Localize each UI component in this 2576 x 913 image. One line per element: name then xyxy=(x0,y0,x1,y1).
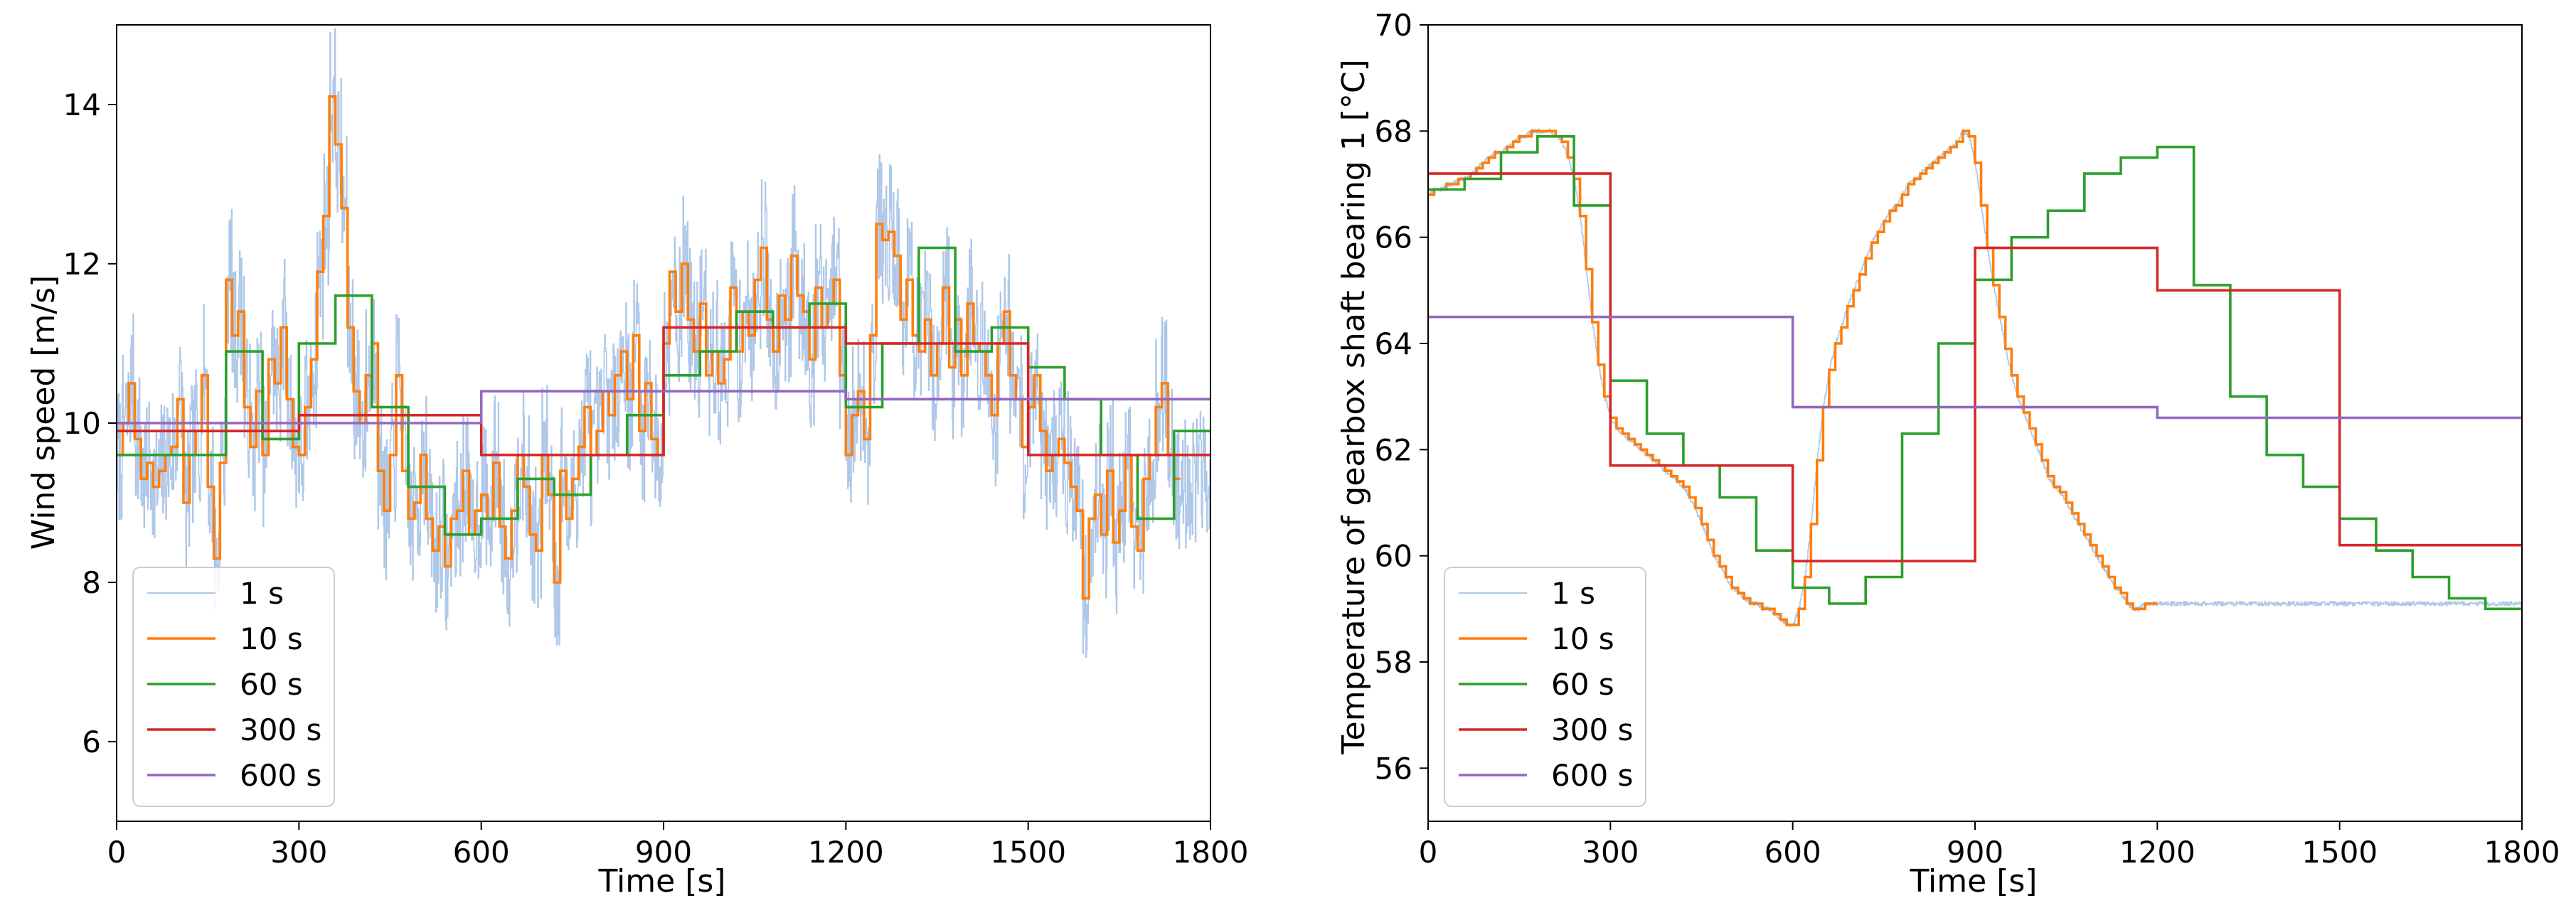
gearbox-temperature-legend-label: 300 s xyxy=(1551,712,1633,747)
wind-speed-x-tick-label: 300 xyxy=(270,835,327,870)
wind-speed-legend-items: 1 s 10 s 60 s 300 s 600 s xyxy=(147,576,321,793)
gearbox-temperature-y-axis-label: Temperature of gearbox shaft bearing 1 [… xyxy=(1336,59,1372,755)
wind-speed-y-tick-label: 6 xyxy=(82,725,101,759)
gearbox-temperature-x-axis-label: Time [s] xyxy=(1910,863,2038,899)
wind-speed-legend-label: 1 s xyxy=(240,576,284,611)
wind-speed-y-tick-label: 12 xyxy=(63,247,101,282)
gearbox-temperature-axes: 0 300 600 900 1200 1500 1800 56 58 60 62 64 66 68 70 xyxy=(1375,8,2560,870)
gearbox-temperature-series-10s xyxy=(1428,129,2158,626)
gearbox-temperature-x-tick-label: 0 xyxy=(1419,835,1438,870)
wind-speed-x-tick-label: 600 xyxy=(453,835,510,870)
wind-speed-legend-label: 300 s xyxy=(240,712,321,747)
wind-speed-y-tick-label: 14 xyxy=(63,87,101,122)
wind-speed-x-tick-label: 1500 xyxy=(990,835,1066,870)
wind-speed-x-tick-label: 1200 xyxy=(808,835,884,870)
gearbox-temperature-y-tick-label: 64 xyxy=(1375,326,1412,361)
gearbox-temperature-legend-label: 1 s xyxy=(1551,576,1595,611)
wind-speed-y-tick-label: 8 xyxy=(82,565,101,600)
gearbox-temperature-y-tick-label: 56 xyxy=(1375,751,1412,786)
gearbox-temperature-y-tick-label: 62 xyxy=(1375,432,1412,467)
gearbox-temperature-legend-items: 1 s 10 s 60 s 300 s 600 s xyxy=(1459,576,1633,793)
gearbox-temperature-y-tick-label: 60 xyxy=(1375,539,1412,574)
wind-speed-y-tick-label: 10 xyxy=(63,406,101,441)
gearbox-temperature-x-tick-label: 900 xyxy=(1947,835,2003,870)
gearbox-temperature-series-300s xyxy=(1428,172,2522,562)
gearbox-temperature-legend-label: 600 s xyxy=(1551,758,1633,793)
gearbox-temperature-x-tick-label: 600 xyxy=(1765,835,1821,870)
wind-speed-legend-label: 10 s xyxy=(240,621,303,656)
gearbox-temperature-legend-label: 60 s xyxy=(1551,667,1614,702)
gearbox-temperature-chart: 0 300 600 900 1200 1500 1800 56 58 60 62 64 66 68 70 T… xyxy=(1336,8,2560,899)
wind-speed-series-600s xyxy=(117,390,1210,425)
wind-speed-x-tick-label: 900 xyxy=(635,835,692,870)
wind-speed-legend-label: 60 s xyxy=(240,667,303,702)
wind-speed-x-tick-label: 1800 xyxy=(1173,835,1249,870)
gearbox-temperature-series-600s xyxy=(1428,315,2522,420)
gearbox-temperature-x-tick-label: 1200 xyxy=(2119,835,2196,870)
gearbox-temperature-x-tick-label: 1500 xyxy=(2301,835,2378,870)
wind-speed-y-axis-label: Wind speed [m/s] xyxy=(26,275,62,550)
gearbox-temperature-x-tick-label: 300 xyxy=(1582,835,1639,870)
gearbox-temperature-y-tick-label: 70 xyxy=(1375,8,1412,43)
wind-speed-legend: 1 s 10 s 60 s 300 s 600 s xyxy=(132,567,335,807)
wind-speed-x-tick-label: 0 xyxy=(107,835,127,870)
wind-speed-plot-area xyxy=(117,28,1210,658)
wind-speed-legend-box xyxy=(132,567,335,807)
gearbox-temperature-legend-box xyxy=(1444,567,1646,807)
wind-speed-legend-label: 600 s xyxy=(240,758,321,793)
wind-speed-axes: 0 300 600 900 1200 1500 1800 6 8 10 12 14 xyxy=(63,24,1249,870)
gearbox-temperature-y-tick-label: 68 xyxy=(1375,114,1412,149)
gearbox-temperature-legend-label: 10 s xyxy=(1551,621,1614,656)
gearbox-temperature-y-tick-label: 58 xyxy=(1375,645,1412,680)
wind-speed-x-axis-label: Time [s] xyxy=(598,863,726,899)
gearbox-temperature-legend: 1 s 10 s 60 s 300 s 600 s xyxy=(1444,567,1646,807)
gearbox-temperature-plot-area xyxy=(1428,128,2522,627)
gearbox-temperature-y-tick-label: 66 xyxy=(1375,220,1412,255)
gearbox-temperature-x-tick-label: 1800 xyxy=(2484,835,2560,870)
